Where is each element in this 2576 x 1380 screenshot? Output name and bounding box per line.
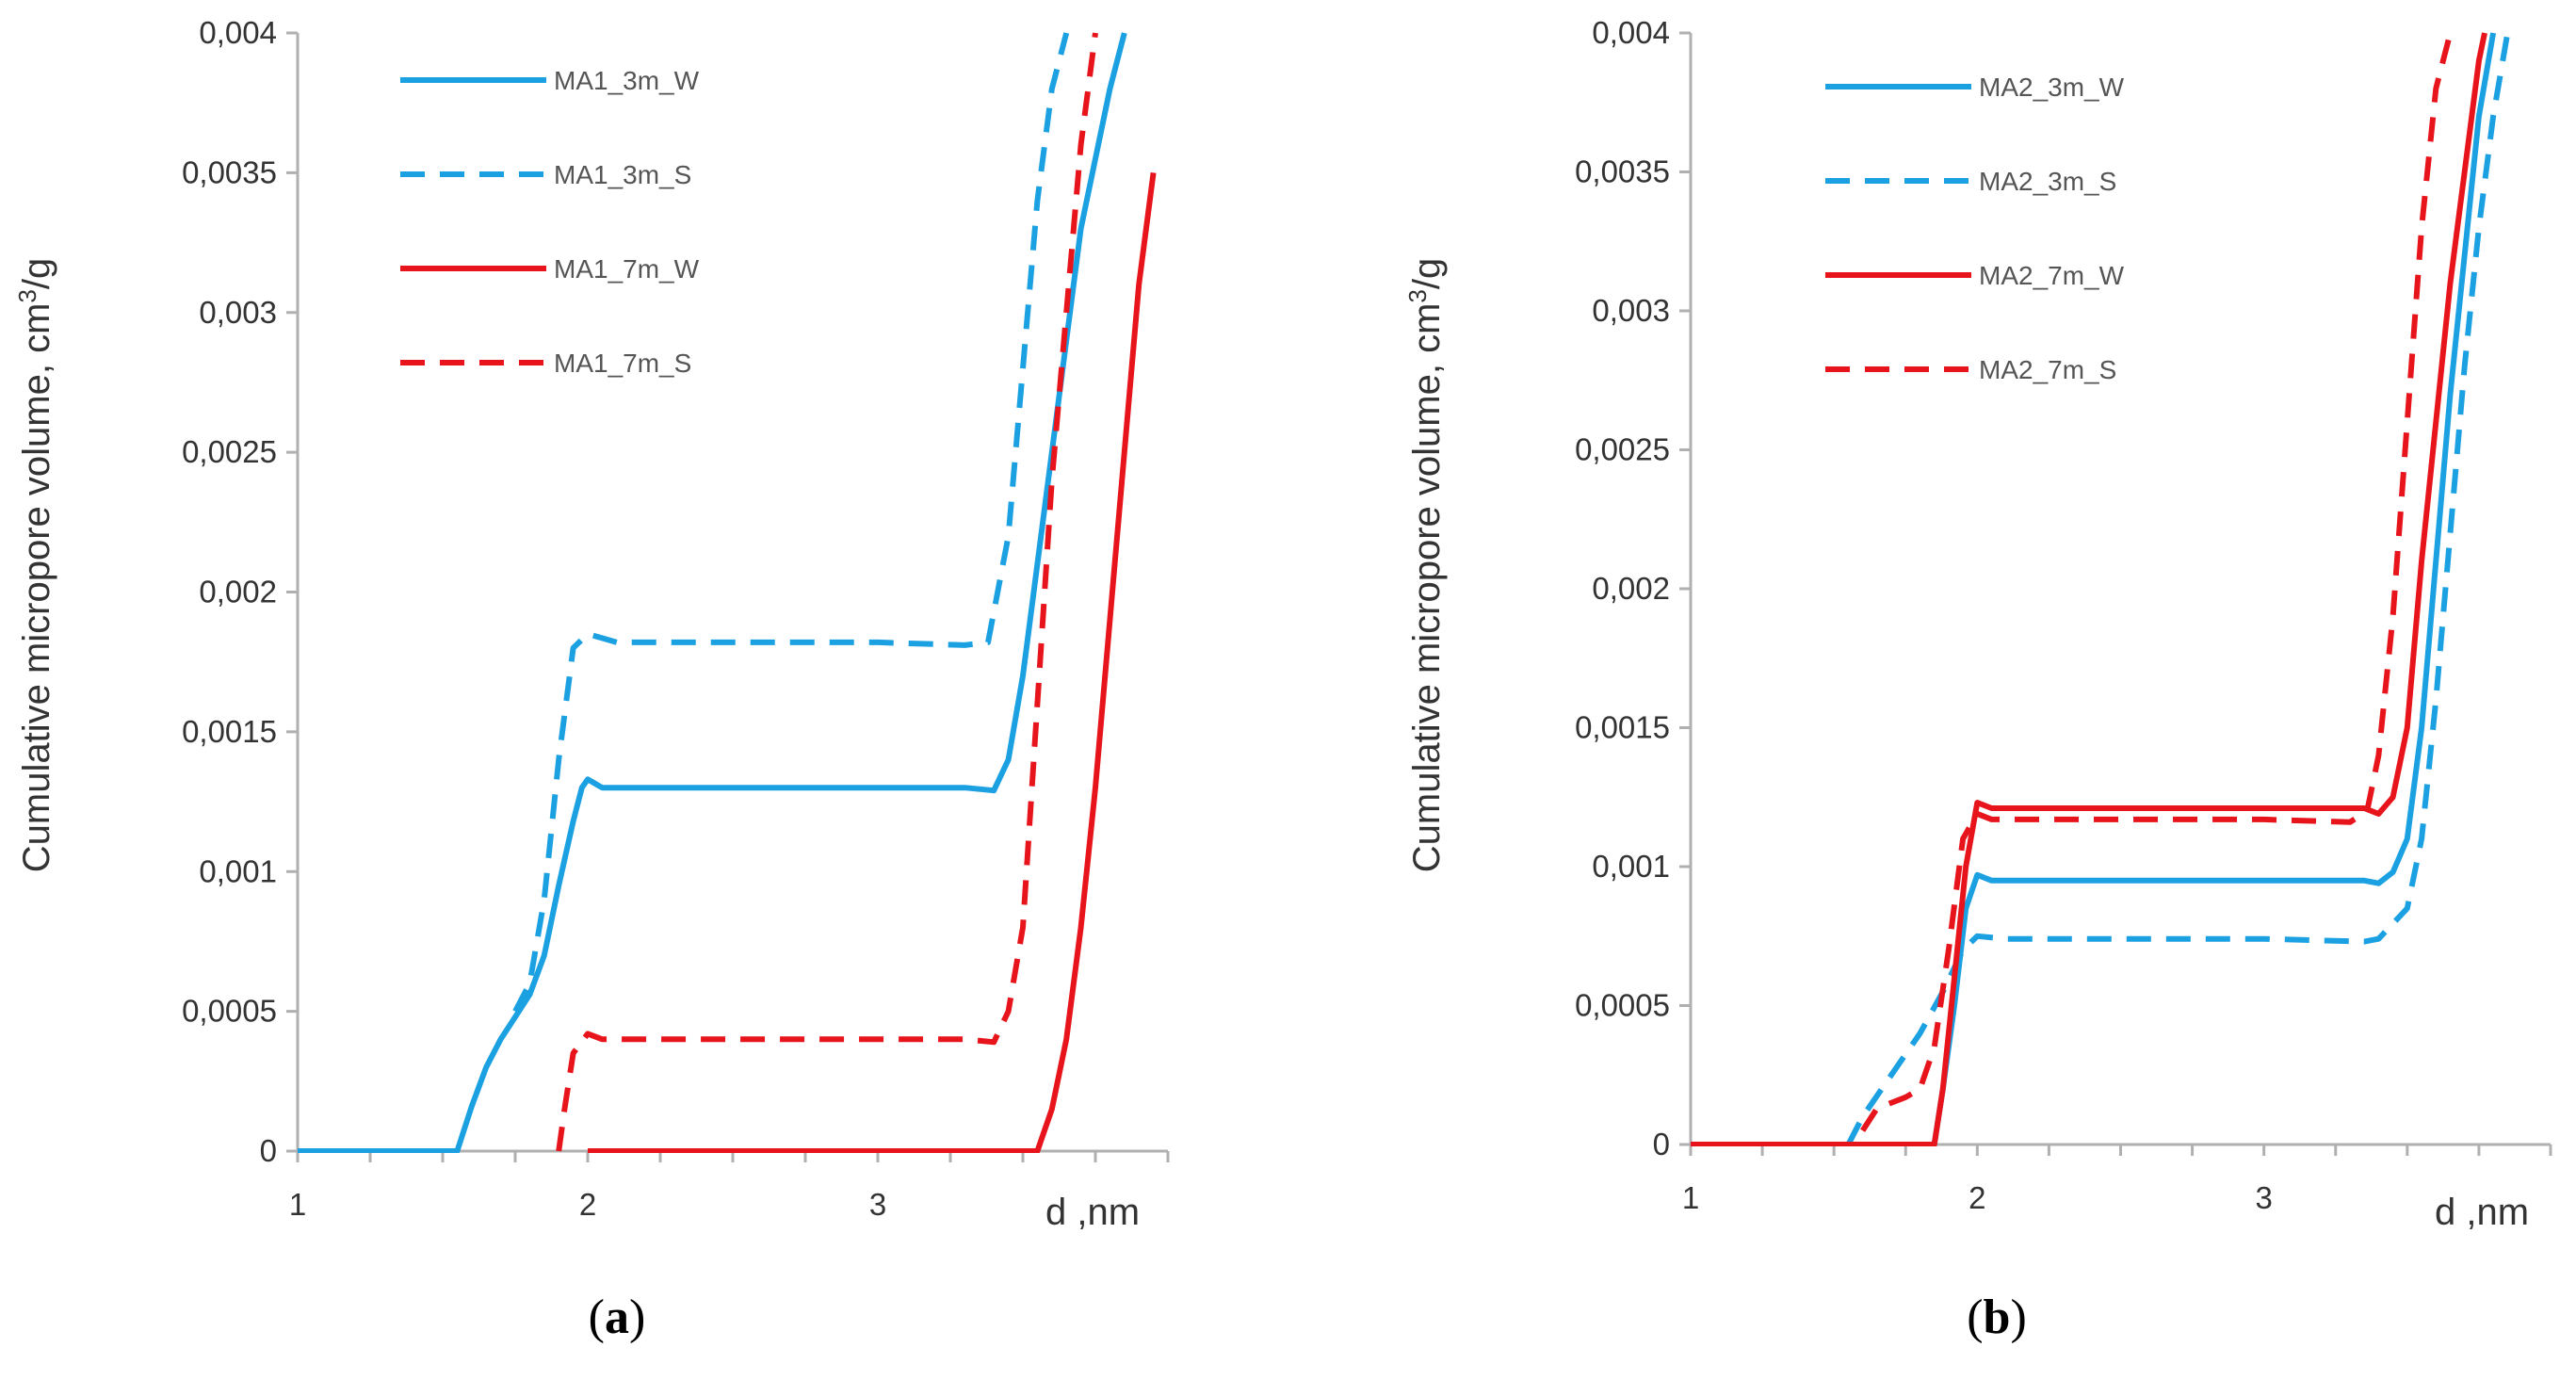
y-tick-label: 0,003: [199, 295, 277, 330]
series-line-MA2_7m_W: [1691, 32, 2487, 1146]
legend-entry: MA1_3m_W: [400, 66, 700, 95]
legend-label: MA2_3m_W: [1979, 73, 2125, 102]
y-tick-label: 0,001: [1592, 849, 1670, 884]
panel-label-close: ): [629, 1291, 645, 1344]
y-tick-label: 0,0015: [1575, 710, 1670, 745]
legend-label: MA2_7m_W: [1979, 261, 2125, 290]
legend-entry: MA1_3m_S: [400, 160, 691, 189]
legend-label: MA2_7m_S: [1979, 355, 2116, 384]
y-tick-label: 0,0035: [182, 154, 277, 189]
chart-panel-a: 0 0,0005 0,001 0,0015 0,002 0,0025 0,003 0,0035…: [13, 15, 1170, 1344]
legend-entry: MA2_7m_S: [1825, 355, 2116, 384]
y-axis-title-unit: /g: [1406, 258, 1448, 289]
x-tick-label: 1: [1682, 1180, 1699, 1215]
y-axis-title-superscript: 3: [13, 289, 41, 302]
x-tick-label: 2: [579, 1187, 596, 1222]
y-tick-label: 0,002: [1592, 571, 1670, 606]
legend-entry: MA1_7m_S: [400, 349, 691, 378]
chart-panel-b: 0 0,0005 0,001 0,0015 0,002 0,0025 0,003 0,0035…: [1403, 15, 2552, 1344]
y-tick-label: 0,0025: [1575, 432, 1670, 467]
y-tick-label: 0,001: [199, 853, 277, 888]
x-tick-label: 1: [289, 1187, 306, 1222]
legend-label: MA1_3m_S: [554, 160, 691, 189]
series-line-MA2_7m_S: [1860, 32, 2454, 1132]
y-axis-title-main: Cumulative micropore volume, cm: [16, 303, 57, 873]
y-tick-label: 0,004: [199, 15, 277, 50]
y-axis-title: Cumulative micropore volume, cm3/g: [1403, 258, 1448, 872]
y-tick-label: 0: [260, 1133, 277, 1168]
legend-entry: MA2_7m_W: [1825, 261, 2125, 290]
panel-label-letter: a: [605, 1291, 629, 1344]
x-axis-title: d ,nm: [1045, 1192, 1140, 1233]
panel-label-open: (: [1967, 1291, 1983, 1344]
y-tick-label: 0,0005: [182, 994, 277, 1029]
y-tick-label: 0,0005: [1575, 988, 1670, 1023]
series-line-MA2_3m_S: [1845, 32, 2511, 1146]
y-tick-label: 0: [1653, 1127, 1670, 1161]
panel-label: (b): [1967, 1291, 2027, 1344]
legend-label: MA1_7m_W: [554, 254, 700, 284]
series-line-MA1_7m_S: [556, 32, 1098, 1152]
y-tick-label: 0,0015: [182, 714, 277, 749]
series-line-MA1_3m_W: [298, 32, 1127, 1153]
x-tick-label: 3: [869, 1187, 886, 1222]
panel-label: (a): [589, 1291, 646, 1344]
x-tick-label: 2: [1968, 1180, 1985, 1215]
y-tick-label: 0,0035: [1575, 154, 1670, 189]
panel-label-open: (: [589, 1291, 605, 1344]
y-axis-title: Cumulative micropore volume, cm3/g: [13, 258, 57, 872]
y-tick-label: 0,0025: [182, 434, 277, 469]
panel-label-letter: b: [1984, 1291, 2011, 1344]
y-tick-label: 0,002: [199, 575, 277, 609]
panel-label-close: ): [2010, 1291, 2026, 1344]
legend-label: MA1_7m_S: [554, 349, 691, 378]
y-axis-title-superscript: 3: [1403, 289, 1432, 302]
series-line-MA1_3m_S: [512, 32, 1070, 1013]
y-tick-label: 0,003: [1592, 293, 1670, 328]
legend-label: MA1_3m_W: [554, 66, 700, 95]
x-tick-label: 3: [2255, 1180, 2272, 1215]
legend-label: MA2_3m_S: [1979, 167, 2116, 196]
y-tick-label: 0,004: [1592, 15, 1670, 50]
y-axis-title-unit: /g: [16, 258, 57, 289]
legend-entry: MA2_3m_S: [1825, 167, 2116, 196]
y-axis-title-main: Cumulative micropore volume, cm: [1406, 303, 1448, 873]
series-line-MA2_3m_W: [1691, 32, 2497, 1146]
x-axis-title: d ,nm: [2435, 1192, 2529, 1233]
legend-entry: MA2_3m_W: [1825, 73, 2125, 102]
series-line-MA1_7m_W: [588, 172, 1157, 1153]
legend-entry: MA1_7m_W: [400, 254, 700, 284]
